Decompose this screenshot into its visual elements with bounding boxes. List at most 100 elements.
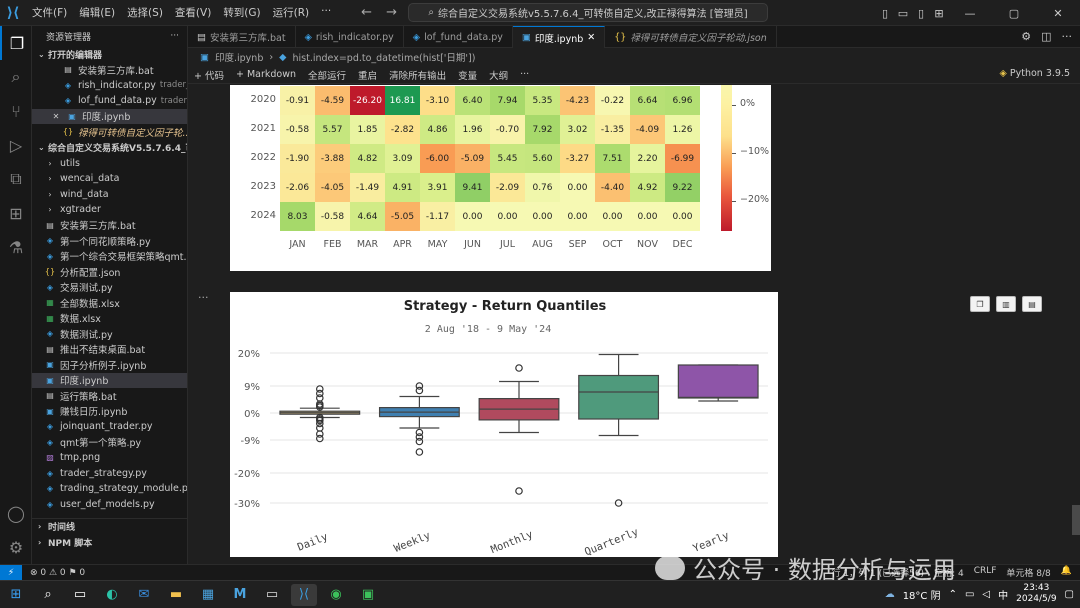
file-item[interactable]: ◈ trading_strategy_module.py — [32, 481, 187, 497]
file-item[interactable]: ◈ trader_strategy.py — [32, 466, 187, 482]
split-editor-icon[interactable]: ◫ — [1041, 30, 1052, 43]
folder-item[interactable]: › xgtrader — [32, 202, 187, 218]
file-item[interactable]: ◈ joinquant_trader.py — [32, 419, 187, 435]
account-icon[interactable]: ◯ — [7, 503, 25, 523]
terminal-icon[interactable]: ▭ — [265, 587, 279, 602]
status-item[interactable]: 行 1，列 1 (已选择56) — [831, 569, 925, 579]
toggle-sidebar-icon[interactable]: ▯ — [881, 6, 889, 20]
remote-indicator-icon[interactable]: ⚡ — [0, 564, 22, 581]
notification-bell-icon[interactable]: 🔔 — [1060, 566, 1072, 576]
open-editor-item[interactable]: ▤ 安装第三方库.bat — [32, 62, 187, 78]
file-item[interactable]: ◈ 第一个同花顺策略.py — [32, 233, 187, 249]
forward-arrow-icon[interactable]: → — [386, 5, 397, 20]
close-window-button[interactable]: ✕ — [1053, 6, 1063, 20]
folder-item[interactable]: › utils — [32, 156, 187, 172]
file-item[interactable]: ▣ 印度.ipynb — [32, 372, 187, 388]
app-green-icon[interactable]: ▣ — [361, 587, 375, 602]
file-item[interactable]: ◈ 数据测试.py — [32, 326, 187, 342]
toolbar-button[interactable]: 全部运行 — [308, 70, 347, 82]
file-item[interactable]: ◈ user_def_models.py — [32, 497, 187, 513]
notebook-scrollbar[interactable] — [1072, 505, 1080, 535]
file-item[interactable]: ▤ 推出不结束桌面.bat — [32, 342, 187, 358]
file-item[interactable]: ▨ tmp.png — [32, 450, 187, 466]
folder-item[interactable]: › wencai_data — [32, 171, 187, 187]
source-control-icon[interactable]: ⑂ — [11, 101, 21, 121]
remote-explorer-icon[interactable]: ⧉ — [10, 169, 22, 188]
file-item[interactable]: ▤ 安装第三方库.bat — [32, 218, 187, 234]
vscode-taskbar-icon[interactable]: ⟩⟨ — [291, 583, 317, 606]
open-editor-item[interactable]: {} 禄得可转债自定义因子轮... — [32, 124, 187, 140]
file-item[interactable]: ▣ 赚钱日历.ipynb — [32, 404, 187, 420]
search-icon[interactable]: ⌕ — [11, 67, 21, 86]
save-output-icon[interactable]: ▤ — [1022, 296, 1042, 312]
file-item[interactable]: {} 分析配置.json — [32, 264, 187, 280]
open-editors-section[interactable]: ⌄ 打开的编辑器 — [32, 46, 187, 62]
file-item[interactable]: ◈ 交易测试.py — [32, 280, 187, 296]
settings-gear-icon[interactable]: ⚙ — [8, 537, 24, 557]
menu-item[interactable]: 选择(S) — [127, 7, 163, 19]
app-m-icon[interactable]: M — [233, 587, 247, 602]
network-icon[interactable]: ▭ — [964, 588, 975, 600]
file-item[interactable]: ▤ 运行策略.bat — [32, 388, 187, 404]
windows-start-icon[interactable]: ⊞ — [10, 587, 22, 602]
status-item[interactable]: 空格: 4 — [934, 569, 964, 579]
editor-tab[interactable]: ▤ 安装第三方库.bat — [188, 26, 296, 48]
menu-item[interactable]: 运行(R) — [272, 7, 310, 19]
toolbar-button[interactable]: 变量 — [458, 70, 478, 82]
editor-tab[interactable]: ◈ lof_fund_data.py — [404, 26, 513, 48]
timeline-section[interactable]: › 时间线 — [32, 518, 187, 534]
menu-item[interactable]: 查看(V) — [174, 7, 212, 19]
volume-icon[interactable]: ◁ — [982, 588, 991, 600]
open-editor-item[interactable]: ◈ rish_indicator.pytrader_t... — [32, 78, 187, 94]
file-item[interactable]: ▦ 全部数据.xlsx — [32, 295, 187, 311]
minimize-button[interactable]: — — [964, 6, 976, 20]
editor-tab[interactable]: ◈ rish_indicator.py — [296, 26, 404, 48]
menu-item[interactable]: 转到(G) — [223, 7, 261, 19]
more-actions-icon[interactable]: ··· — [1061, 30, 1073, 43]
close-icon[interactable]: ✕ — [587, 32, 596, 43]
wechat-icon[interactable]: ◉ — [330, 587, 342, 602]
problems-indicator[interactable]: ⊗ 0 ⚠ 0 ⚑ 0 — [30, 567, 86, 578]
mail-icon[interactable]: ✉ — [138, 587, 150, 602]
chart-view-icon[interactable]: ▥ — [996, 296, 1016, 312]
toolbar-button[interactable]: ··· — [520, 69, 530, 80]
open-editor-item[interactable]: ◈ lof_fund_data.pytrader_t... — [32, 93, 187, 109]
task-view-icon[interactable]: ▭ — [73, 587, 87, 602]
file-item[interactable]: ◈ qmt第一个策略.py — [32, 435, 187, 451]
open-editor-item[interactable]: ✕ ▣ 印度.ipynb — [32, 108, 187, 124]
toggle-secondary-sidebar-icon[interactable]: ▯ — [917, 6, 925, 20]
file-explorer-icon[interactable]: ▬ — [169, 587, 183, 602]
file-item[interactable]: ▦ 数据.xlsx — [32, 311, 187, 327]
search-icon[interactable]: ⌕ — [44, 587, 52, 602]
status-item[interactable]: CRLF — [973, 566, 997, 576]
npm-scripts-section[interactable]: › NPM 脚本 — [32, 534, 187, 550]
extensions-icon[interactable]: ⊞ — [9, 203, 23, 223]
back-arrow-icon[interactable]: ← — [361, 5, 373, 20]
close-icon[interactable]: ✕ — [52, 111, 60, 121]
kernel-picker[interactable]: ◈ Python 3.9.5 — [1000, 68, 1070, 79]
command-center[interactable]: ⌕ 综合自定义交易系统v5.5.7.6.4_可转债自定义,改正禄得算法 [管理员… — [408, 3, 768, 22]
customize-layout-icon[interactable]: ⊞ — [934, 6, 944, 20]
file-item[interactable]: ▣ 因子分析例子.ipynb — [32, 357, 187, 373]
status-item[interactable]: 单元格 8/8 — [1006, 569, 1051, 579]
menu-item[interactable]: 编辑(E) — [79, 7, 116, 19]
copy-output-icon[interactable]: ❐ — [970, 296, 990, 312]
breadcrumb-cell[interactable]: hist.index=pd.to_datetime(hist['日期']) — [292, 53, 476, 64]
clock[interactable]: 23:43 2024/5/9 — [1016, 583, 1056, 605]
menu-item[interactable]: ··· — [321, 5, 332, 17]
settings-gear-icon[interactable]: ⚙ — [1021, 30, 1032, 43]
testing-icon[interactable]: ⚗ — [8, 237, 24, 257]
cell-more-icon[interactable]: ··· — [198, 291, 209, 304]
editor-tab[interactable]: {} 禄得可转债自定义因子轮动.json — [605, 26, 777, 48]
toggle-panel-icon[interactable]: ▭ — [897, 6, 909, 20]
ime-indicator[interactable]: 中 — [998, 590, 1009, 602]
run-debug-icon[interactable]: ▷ — [9, 135, 23, 155]
store-icon[interactable]: ▦ — [201, 587, 215, 602]
toolbar-button[interactable]: + Markdown — [235, 69, 297, 80]
edge-browser-icon[interactable]: ◐ — [106, 587, 118, 602]
explorer-icon[interactable]: ❐ — [0, 26, 32, 60]
folder-item[interactable]: › wind_data — [32, 187, 187, 203]
breadcrumb-file[interactable]: 印度.ipynb — [214, 53, 264, 64]
project-folder-section[interactable]: ⌄ 综合自定义交易系统V5.5.7.6.4_可转... — [32, 140, 187, 156]
toolbar-button[interactable]: + 代码 — [194, 70, 224, 82]
